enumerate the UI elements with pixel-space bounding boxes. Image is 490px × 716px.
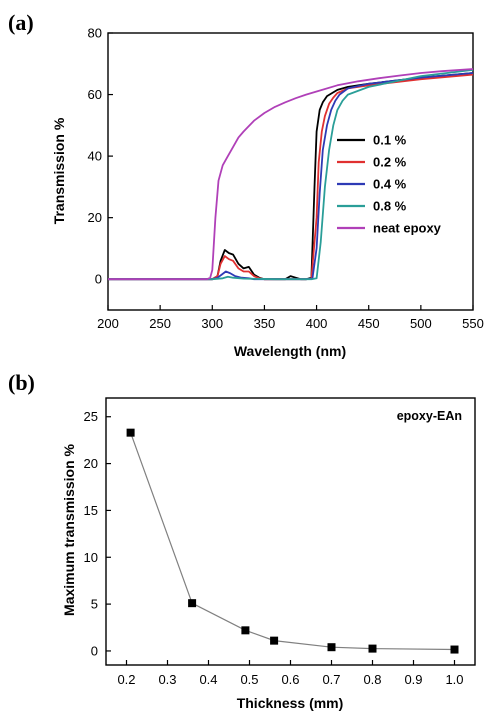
tick-group-b: 0.2 0.3 0.4 0.5 0.6 0.7 0.8 0.9 1.0 0 5 10 15 20 25 bbox=[84, 409, 464, 687]
y-tick-label-b-25: 25 bbox=[84, 409, 98, 424]
x-tick-label-a-300: 300 bbox=[201, 316, 223, 331]
data-point-0-36 bbox=[188, 599, 197, 608]
data-point-0-49 bbox=[241, 626, 250, 635]
series-group-b bbox=[126, 428, 459, 654]
y-tick-label-b-15: 15 bbox=[84, 503, 98, 518]
legend-a: 0.1 % 0.2 % 0.4 % 0.8 % neat epoxy bbox=[337, 133, 442, 236]
y-axis-title-a: Transmission % bbox=[51, 117, 67, 224]
plot-frame-b bbox=[105, 397, 476, 666]
x-tick-label-b-0-7: 0.7 bbox=[322, 672, 340, 687]
x-tick-label-a-400: 400 bbox=[306, 316, 328, 331]
chart-panel-b: (b) 0.2 0.3 0.4 0.5 0.6 0.7 0.8 0.9 1.0 0 5 10 15 20 2… bbox=[8, 370, 476, 711]
thickness-series-line bbox=[130, 432, 455, 651]
series-line-0-8 bbox=[108, 69, 474, 281]
legend-label-0-2: 0.2 % bbox=[373, 155, 407, 170]
chart-panel-a: (a) 200 250 300 350 400 450 500 550 0 20 40 60 80 0.… bbox=[8, 10, 484, 359]
y-tick-label-a-40: 40 bbox=[88, 149, 102, 164]
series-line-0-4 bbox=[108, 72, 474, 281]
y-axis-title-b: Maximum transmission % bbox=[61, 443, 77, 615]
y-tick-label-b-20: 20 bbox=[84, 456, 98, 471]
data-point-0-21 bbox=[126, 428, 135, 437]
x-tick-label-b-0-8: 0.8 bbox=[363, 672, 381, 687]
panel-label-b: (b) bbox=[8, 370, 35, 395]
series-line-0-1 bbox=[108, 72, 474, 281]
legend-label-0-4: 0.4 % bbox=[373, 177, 407, 192]
y-tick-label-a-60: 60 bbox=[88, 87, 102, 102]
x-tick-label-a-450: 450 bbox=[358, 316, 380, 331]
x-tick-label-a-350: 350 bbox=[254, 316, 276, 331]
x-tick-label-a-500: 500 bbox=[410, 316, 432, 331]
panel-label-a: (a) bbox=[8, 10, 34, 35]
y-tick-label-a-0: 0 bbox=[95, 272, 102, 287]
x-tick-label-b-0-4: 0.4 bbox=[199, 672, 217, 687]
x-tick-label-b-0-9: 0.9 bbox=[404, 672, 422, 687]
data-point-0-7 bbox=[327, 643, 336, 652]
y-tick-label-b-10: 10 bbox=[84, 550, 98, 565]
data-point-0-56 bbox=[270, 636, 279, 645]
legend-label-0-1: 0.1 % bbox=[373, 133, 407, 148]
annotation-epoxy-ean: epoxy-EAn bbox=[397, 409, 462, 423]
series-group-a bbox=[108, 68, 474, 281]
y-tick-label-a-20: 20 bbox=[88, 210, 102, 225]
y-tick-label-b-5: 5 bbox=[91, 597, 98, 612]
x-tick-label-b-0-3: 0.3 bbox=[158, 672, 176, 687]
tick-group-a: 200 250 300 350 400 450 500 550 0 20 40 60 80 bbox=[88, 26, 484, 332]
series-line-neat-epoxy bbox=[108, 68, 474, 281]
y-tick-label-b-0: 0 bbox=[91, 643, 98, 658]
data-point-1 bbox=[450, 645, 459, 654]
x-tick-label-b-1-0: 1.0 bbox=[445, 672, 463, 687]
x-axis-title-b: Thickness (mm) bbox=[237, 695, 344, 711]
x-tick-label-a-200: 200 bbox=[97, 316, 119, 331]
x-tick-label-a-550: 550 bbox=[462, 316, 484, 331]
x-tick-label-b-0-5: 0.5 bbox=[240, 672, 258, 687]
y-tick-label-a-80: 80 bbox=[88, 26, 102, 41]
x-axis-title-a: Wavelength (nm) bbox=[234, 343, 346, 359]
x-tick-label-b-0-2: 0.2 bbox=[117, 672, 135, 687]
x-tick-label-a-250: 250 bbox=[149, 316, 171, 331]
plot-frame-a bbox=[107, 32, 474, 311]
legend-label-neat-epoxy: neat epoxy bbox=[373, 221, 442, 236]
series-line-0-2 bbox=[108, 73, 474, 281]
legend-label-0-8: 0.8 % bbox=[373, 199, 407, 214]
x-tick-label-b-0-6: 0.6 bbox=[281, 672, 299, 687]
data-point-0-8 bbox=[368, 644, 377, 653]
